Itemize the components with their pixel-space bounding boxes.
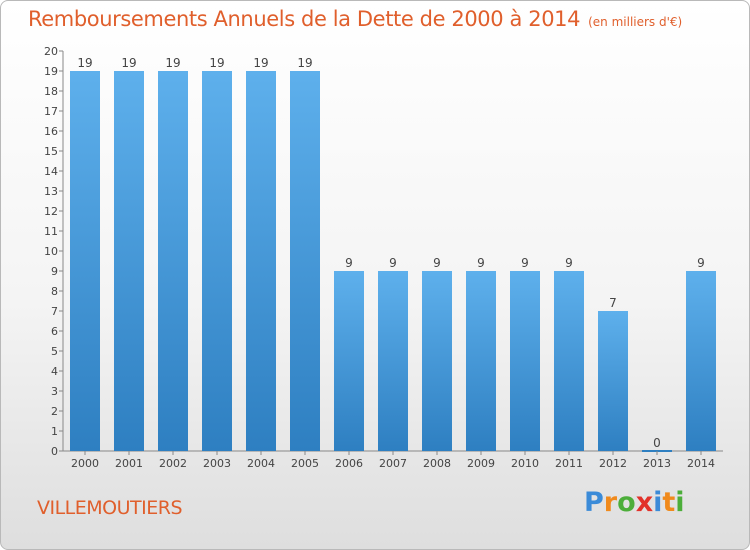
brand-letter: o — [617, 487, 636, 518]
y-tick-label: 11 — [44, 225, 58, 238]
y-tick-label: 1 — [51, 425, 58, 438]
data-label-2003: 19 — [209, 56, 224, 70]
data-label-2013: 0 — [653, 436, 661, 450]
y-tick-label: 12 — [44, 205, 58, 218]
y-tick-label: 13 — [44, 185, 58, 198]
y-tick-label: 18 — [44, 85, 58, 98]
y-tick-label: 0 — [51, 445, 58, 458]
data-label-2014: 9 — [697, 256, 705, 270]
brand-letter: i — [653, 487, 663, 518]
data-label-2002: 19 — [165, 56, 180, 70]
x-tick-label-2010: 2010 — [511, 457, 539, 470]
y-tick-label: 16 — [44, 125, 58, 138]
y-tick-label: 19 — [44, 65, 58, 78]
bar-2005 — [290, 71, 320, 451]
y-tick-label: 10 — [44, 245, 58, 258]
bar-2007 — [378, 271, 408, 451]
bar-2010 — [510, 271, 540, 451]
data-label-2007: 9 — [389, 256, 397, 270]
proxiti-logo: Proxiti — [584, 487, 685, 518]
brand-letter: x — [635, 487, 654, 518]
y-tick-label: 8 — [51, 285, 58, 298]
chart-title: Remboursements Annuels de la Dette de 20… — [28, 7, 581, 31]
bar-2001 — [114, 71, 144, 451]
y-tick-label: 9 — [51, 265, 58, 278]
x-tick-label-2003: 2003 — [203, 457, 231, 470]
y-tick-label: 6 — [51, 325, 58, 338]
data-label-2012: 7 — [609, 296, 617, 310]
x-tick-label-2011: 2011 — [555, 457, 583, 470]
y-tick-label: 3 — [51, 385, 58, 398]
chart-title-row: Remboursements Annuels de la Dette de 20… — [28, 7, 682, 31]
brand-letter: r — [603, 487, 618, 518]
data-label-2009: 9 — [477, 256, 485, 270]
y-tick-label: 2 — [51, 405, 58, 418]
bar-2006 — [334, 271, 364, 451]
y-tick-label: 5 — [51, 345, 58, 358]
x-tick-label-2009: 2009 — [467, 457, 495, 470]
data-label-2008: 9 — [433, 256, 441, 270]
bar-2002 — [158, 71, 188, 451]
x-tick-label-2008: 2008 — [423, 457, 451, 470]
bar-2008 — [422, 271, 452, 451]
data-label-2006: 9 — [345, 256, 353, 270]
x-tick-label-2005: 2005 — [291, 457, 319, 470]
bar-2012 — [598, 311, 628, 451]
bar-2004 — [246, 71, 276, 451]
data-label-2004: 19 — [253, 56, 268, 70]
y-tick-label: 7 — [51, 305, 58, 318]
brand-letter: P — [584, 487, 604, 518]
bar-2009 — [466, 271, 496, 451]
x-tick-label-2007: 2007 — [379, 457, 407, 470]
y-tick-label: 20 — [44, 45, 58, 58]
x-tick-label-2001: 2001 — [115, 457, 143, 470]
data-label-2005: 19 — [297, 56, 312, 70]
data-label-2001: 19 — [121, 56, 136, 70]
x-tick-label-2013: 2013 — [643, 457, 671, 470]
x-tick-label-2004: 2004 — [247, 457, 275, 470]
x-tick-label-2000: 2000 — [71, 457, 99, 470]
x-tick-label-2002: 2002 — [159, 457, 187, 470]
bar-2003 — [202, 71, 232, 451]
x-tick-label-2014: 2014 — [687, 457, 715, 470]
bar-2011 — [554, 271, 584, 451]
y-tick-label: 17 — [44, 105, 58, 118]
data-label-2010: 9 — [521, 256, 529, 270]
chart-unit: (en milliers d'€) — [588, 15, 683, 29]
brand-letter: t — [662, 487, 676, 518]
y-tick-label: 4 — [51, 365, 58, 378]
data-label-2000: 19 — [77, 56, 92, 70]
x-tick-label-2006: 2006 — [335, 457, 363, 470]
bar-2000 — [70, 71, 100, 451]
brand-letter: i — [675, 487, 685, 518]
y-tick-label: 14 — [44, 165, 58, 178]
data-label-2011: 9 — [565, 256, 573, 270]
bar-2014 — [686, 271, 716, 451]
x-tick-label-2012: 2012 — [599, 457, 627, 470]
y-tick-label: 15 — [44, 145, 58, 158]
commune-name: VILLEMOUTIERS — [37, 497, 183, 519]
